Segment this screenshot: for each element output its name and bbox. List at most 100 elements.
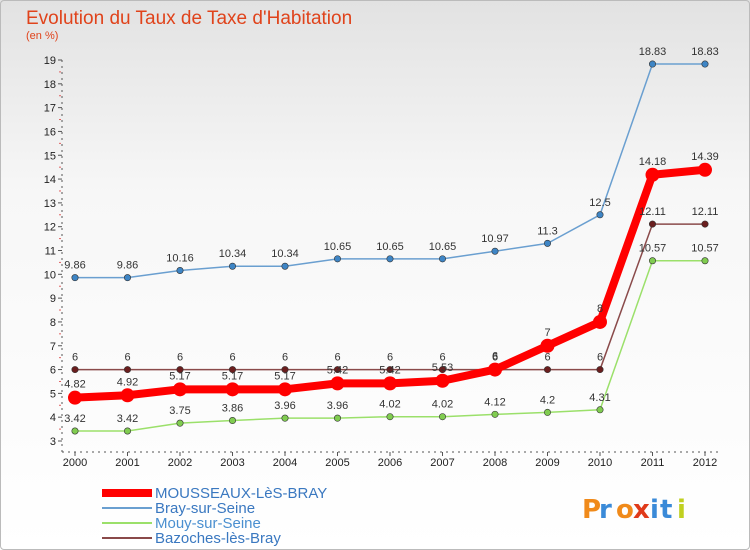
series-point — [648, 257, 656, 265]
data-label: 12.5 — [589, 197, 610, 209]
data-label: 6 — [334, 352, 340, 364]
x-tick-label: 2004 — [273, 457, 297, 469]
series-point — [596, 406, 604, 414]
series-point — [333, 255, 341, 263]
data-label: 12.11 — [639, 206, 666, 218]
y-tick-label: 8 — [50, 317, 56, 329]
series-point — [229, 417, 237, 425]
series-point — [645, 167, 660, 182]
series-point — [330, 376, 345, 391]
data-label: 10.57 — [691, 243, 719, 255]
data-label: 10.34 — [219, 248, 247, 260]
x-tick-label: 2000 — [63, 457, 87, 469]
data-label: 6 — [439, 352, 445, 364]
y-tick-label: 10 — [44, 269, 56, 281]
series-point — [386, 255, 394, 263]
data-label: 4.92 — [117, 376, 138, 388]
series-point — [701, 220, 709, 228]
data-label: 18.83 — [639, 46, 667, 58]
data-label: 6 — [597, 352, 603, 364]
series-point — [491, 410, 499, 418]
data-label: 11.3 — [537, 225, 558, 237]
series-point — [596, 366, 604, 374]
x-tick-label: 2007 — [430, 457, 454, 469]
series-point — [701, 257, 709, 265]
data-label: 14.39 — [691, 151, 719, 163]
data-label: 5.53 — [432, 362, 453, 374]
y-tick-label: 12 — [44, 222, 56, 234]
series-point — [124, 366, 132, 374]
data-labels: 9.86 9.86 10.16 10.34 10.34 10.65 10.65 10.65 10… — [64, 46, 718, 425]
y-tick-label: 11 — [45, 246, 56, 258]
data-label: 4.31 — [589, 392, 610, 404]
logo-letter: i — [650, 495, 659, 525]
proxiti-logo: Pr o x i t i — [582, 495, 686, 525]
axes: 3 4 5 6 7 8 9 10 11 12 13 14 15 16 17 18 19 2000 2001 2002 2… — [44, 55, 720, 469]
series-point — [386, 413, 394, 421]
series-point — [173, 382, 187, 397]
y-tick-label: 14 — [44, 174, 56, 186]
data-label: 10.16 — [166, 253, 194, 265]
data-label: 6 — [229, 352, 235, 364]
series-point — [543, 408, 551, 416]
data-label: 10.97 — [481, 233, 509, 245]
series-point — [281, 366, 289, 374]
series-point — [438, 366, 446, 374]
y-tick-label: 3 — [50, 436, 56, 448]
series-point — [229, 262, 237, 270]
data-label: 3.96 — [274, 400, 295, 412]
data-label: 8 — [597, 303, 603, 315]
data-label: 3.96 — [327, 400, 348, 412]
series-point — [71, 366, 79, 374]
legend-label: Bazoches-lès-Bray — [155, 530, 281, 547]
data-label: 6 — [72, 352, 78, 364]
logo-letter: i — [677, 495, 686, 525]
x-tick-label: 2003 — [220, 457, 244, 469]
y-tick-label: 4 — [50, 412, 56, 424]
data-label: 10.34 — [271, 248, 299, 260]
series-point — [488, 362, 502, 377]
x-tick-label: 2006 — [378, 457, 402, 469]
series-point — [491, 247, 499, 255]
series-point — [281, 414, 289, 422]
series-point — [648, 60, 656, 68]
series-point — [225, 382, 240, 397]
x-tick-label: 2008 — [483, 457, 507, 469]
series-point — [386, 366, 394, 374]
data-label: 6 — [492, 351, 498, 363]
series-point — [120, 388, 135, 403]
series-point — [333, 366, 341, 374]
series-point — [698, 162, 712, 177]
y-tick-label: 19 — [44, 55, 56, 67]
data-label: 6 — [544, 352, 550, 364]
series-point — [438, 255, 446, 263]
data-label: 4.12 — [484, 396, 505, 408]
y-tick-label: 5 — [50, 388, 56, 400]
series-point — [124, 274, 132, 282]
chart-subtitle: (en %) — [26, 30, 58, 42]
series-point — [68, 390, 82, 405]
series-point — [176, 419, 184, 427]
data-label: 6 — [492, 352, 498, 364]
data-label: 5.17 — [222, 370, 243, 382]
legend: MOUSSEAUX-LèS-BRAYBray-sur-SeineMouy-sur… — [102, 485, 327, 547]
y-tick-label: 6 — [50, 365, 56, 377]
data-label: 9.86 — [64, 260, 85, 272]
series-point — [596, 211, 604, 219]
data-label: 12.11 — [692, 206, 719, 218]
data-label: 6 — [124, 352, 130, 364]
data-label: 9.86 — [117, 260, 138, 272]
y-tick-label: 9 — [50, 293, 56, 305]
data-label: 5.17 — [274, 370, 295, 382]
series-point — [281, 262, 289, 270]
x-tick-label: 2001 — [115, 457, 139, 469]
series-point — [71, 427, 79, 435]
series-point — [383, 376, 397, 391]
y-tick-label: 13 — [44, 198, 56, 210]
data-label: 3.86 — [222, 403, 243, 415]
data-label: 18.83 — [691, 46, 719, 58]
data-label: 4.82 — [64, 379, 85, 391]
series-point — [648, 220, 656, 228]
logo-letter: t — [660, 495, 672, 525]
